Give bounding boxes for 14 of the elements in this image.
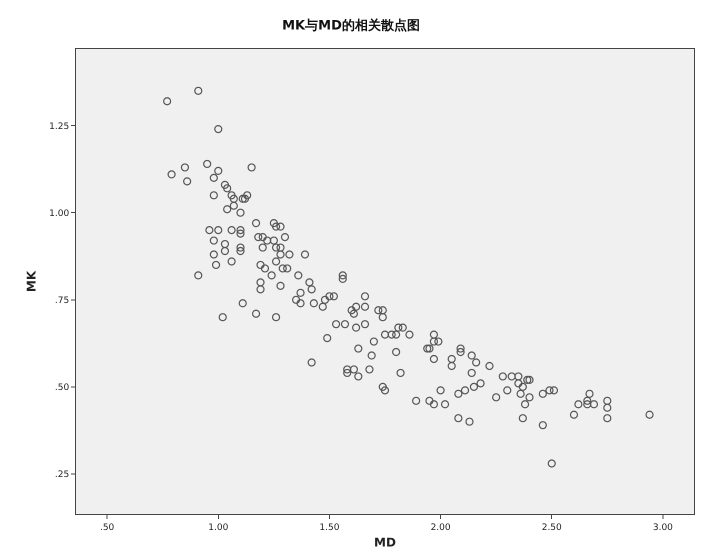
y-tick-label: 1.25 — [49, 122, 70, 132]
x-axis-title: MD — [374, 536, 396, 550]
x-tick-label: 2.50 — [542, 522, 562, 533]
y-tick-label: .50 — [54, 383, 70, 394]
chart-title: MK与MD的相关散点图 — [282, 17, 420, 34]
y-tick-label: .25 — [54, 470, 70, 480]
y-axis-title: MK — [24, 270, 38, 292]
x-tick-label: 1.00 — [208, 522, 229, 533]
x-tick-label: 2.00 — [430, 522, 451, 533]
y-tick-label: 1.00 — [49, 208, 70, 219]
x-tick-label: 1.50 — [319, 522, 340, 533]
x-tick-label: .50 — [100, 522, 115, 533]
x-tick-label: 3.00 — [652, 522, 674, 533]
y-tick-label: .75 — [54, 296, 70, 306]
